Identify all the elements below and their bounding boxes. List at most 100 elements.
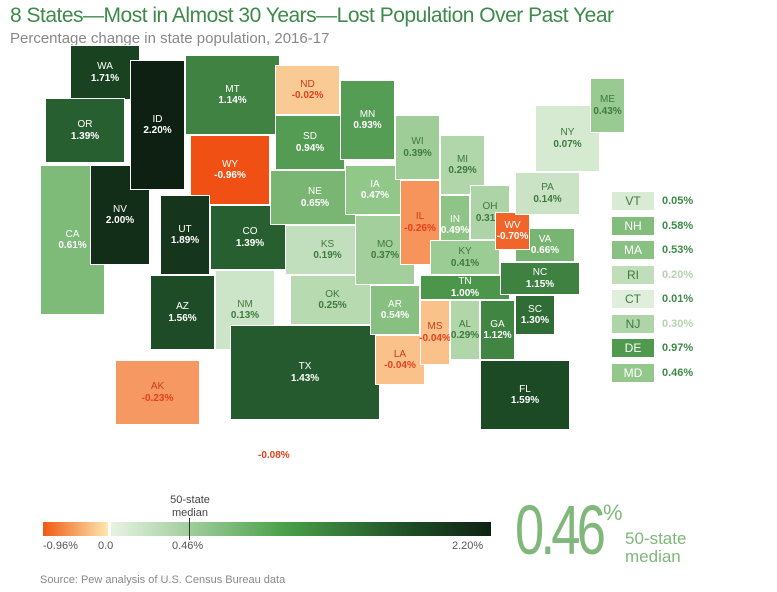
- state-abbr: MN: [359, 108, 376, 120]
- state-value: -0.26%: [404, 222, 436, 234]
- legend-swatch: RI: [612, 265, 654, 284]
- scale-max-label: 2.20%: [452, 540, 484, 552]
- state-abbr: AR: [388, 298, 402, 310]
- source-note: Source: Pew analysis of U.S. Census Bure…: [40, 574, 286, 586]
- state-value: -0.23%: [141, 392, 174, 404]
- state-ut: UT 1.89%: [160, 195, 210, 275]
- state-abbr: OK: [325, 288, 340, 300]
- state-value: 1.30%: [520, 315, 550, 326]
- state-abbr: KS: [320, 238, 335, 250]
- state-value: 0.49%: [440, 225, 470, 236]
- state-or: OR 1.39%: [45, 98, 125, 163]
- state-value: 1.14%: [218, 95, 247, 106]
- state-value: 0.93%: [353, 120, 382, 131]
- state-abbr: CA: [65, 228, 80, 240]
- state-abbr: IN: [450, 213, 460, 225]
- scale-zero-label: 0.0: [98, 540, 114, 552]
- state-abbr: SD: [303, 131, 317, 142]
- state-abbr: CO: [242, 226, 258, 237]
- state-abbr: VA: [538, 233, 552, 245]
- state-mn: MN 0.93%: [340, 80, 395, 160]
- state-value: -0.02%: [291, 90, 324, 101]
- hawaii-value: -0.08%: [258, 450, 290, 461]
- state-abbr: PA: [541, 182, 554, 193]
- state-value: 1.00%: [450, 287, 480, 299]
- state-ms: MS -0.04%: [419, 300, 451, 365]
- state-value: 0.25%: [318, 300, 347, 311]
- state-value: 1.43%: [290, 372, 320, 384]
- state-value: 0.14%: [533, 193, 562, 205]
- median-big-value: 0.46: [515, 491, 606, 569]
- state-value: 0.61%: [58, 240, 87, 251]
- state-value: 0.29%: [448, 165, 477, 176]
- state-abbr: LA: [393, 348, 407, 360]
- state-abbr: MO: [376, 238, 394, 250]
- legend-row-de: DE 0.97%: [612, 339, 693, 357]
- median-caption: 50-state median: [170, 494, 210, 520]
- state-tn: TN 1.00%: [420, 275, 510, 300]
- state-tx: TX 1.43%: [230, 325, 380, 420]
- state-abbr: KY: [458, 246, 472, 257]
- state-ga: GA 1.12%: [480, 300, 515, 360]
- state-abbr: WI: [411, 136, 424, 147]
- state-abbr: MT: [225, 83, 240, 95]
- state-value: 0.07%: [553, 138, 582, 150]
- state-id: ID 2.20%: [130, 60, 185, 190]
- legend-row-ri: RI 0.20%: [612, 265, 694, 284]
- state-pa: PA 0.14%: [515, 172, 580, 215]
- legend-swatch: MD: [612, 363, 654, 382]
- state-abbr: GA: [490, 318, 505, 330]
- state-abbr: AK: [150, 381, 165, 392]
- state-value: 1.39%: [235, 237, 265, 249]
- scale-min-label: -0.96%: [43, 540, 78, 552]
- legend-row-vt: VT 0.05%: [612, 192, 693, 210]
- state-value: 0.54%: [380, 310, 410, 321]
- state-value: 1.56%: [168, 312, 197, 324]
- state-abbr: OH: [482, 201, 498, 212]
- state-abbr: IA: [370, 178, 380, 190]
- legend-value: 0.01%: [662, 293, 694, 305]
- median-marker: [189, 518, 190, 540]
- state-value: -0.04%: [384, 360, 416, 371]
- state-abbr: AZ: [176, 301, 189, 312]
- state-sc: SC 1.30%: [515, 295, 555, 335]
- state-abbr: NY: [560, 127, 575, 138]
- state-abbr: IL: [415, 211, 425, 222]
- legend-value: 0.53%: [662, 244, 694, 256]
- state-value: 1.12%: [483, 330, 512, 341]
- chart-title: 8 States—Most in Almost 30 Years—Lost Po…: [10, 4, 614, 27]
- state-fl: FL 1.59%: [480, 360, 570, 430]
- state-ak: AK -0.23%: [115, 360, 200, 425]
- legend-value: 0.46%: [662, 366, 694, 379]
- state-value: 0.13%: [230, 310, 260, 321]
- state-value: 0.47%: [360, 190, 390, 201]
- scale-median-label: 0.46%: [172, 540, 204, 552]
- legend-row-ma: MA 0.53%: [612, 241, 693, 259]
- state-abbr: SC: [528, 303, 542, 315]
- state-abbr: WV: [504, 219, 521, 231]
- state-wa: WA 1.71%: [70, 45, 140, 100]
- state-abbr: UT: [178, 223, 192, 235]
- state-value: 0.37%: [370, 250, 400, 261]
- state-sd: SD 0.94%: [275, 115, 345, 170]
- state-abbr: TX: [298, 361, 312, 372]
- legend-value: 0.05%: [662, 195, 694, 207]
- legend-swatch: NJ: [612, 314, 654, 333]
- legend-swatch: MA: [612, 241, 654, 259]
- legend-value: 0.20%: [662, 268, 694, 281]
- state-ny: NY 0.07%: [535, 105, 600, 172]
- legend-row-nh: NH 0.58%: [612, 216, 693, 235]
- state-value: 1.59%: [510, 395, 540, 406]
- scale-positive-bar: [111, 522, 491, 536]
- state-abbr: NC: [532, 267, 548, 278]
- state-value: 2.20%: [143, 125, 172, 136]
- state-nd: ND -0.02%: [275, 65, 340, 115]
- state-value: 0.43%: [593, 105, 622, 117]
- state-abbr: OR: [77, 119, 93, 130]
- state-wi: WI 0.39%: [395, 115, 440, 180]
- state-abbr: AL: [458, 318, 472, 330]
- state-me: ME 0.43%: [590, 78, 625, 133]
- state-value: -0.96%: [214, 170, 246, 181]
- legend-swatch: DE: [612, 339, 654, 357]
- state-value: 1.71%: [90, 72, 120, 84]
